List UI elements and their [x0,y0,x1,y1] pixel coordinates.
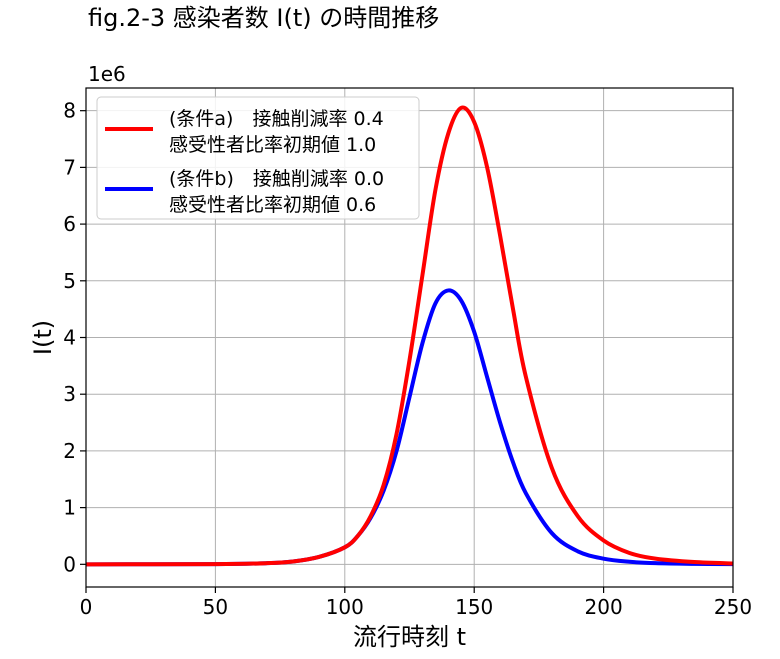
y-axis-label: I(t) [29,320,57,355]
y-tick-label: 5 [63,269,76,293]
x-tick-label: 100 [326,595,364,619]
x-tick-label: 50 [203,595,228,619]
y-tick-label: 4 [63,326,76,350]
x-tick-label: 250 [714,595,752,619]
x-tick-label: 0 [80,595,93,619]
x-tick-label: 200 [585,595,623,619]
y-tick-label: 8 [63,99,76,123]
legend-label-b: 感受性者比率初期値 0.6 [169,194,376,216]
series-line-a [85,105,734,567]
y-tick-label: 7 [63,155,76,179]
y-tick-label: 6 [63,212,76,236]
y-tick-label: 2 [63,439,76,463]
legend-box [96,96,420,220]
x-tick-label: 150 [455,595,493,619]
y-tick-label: 0 [63,552,76,576]
plot-area: 0 50 100 150 200 250 0 1 2 3 4 5 6 7 8 (条件a) 接触削減率 0.4 感… [63,87,752,619]
chart-title: fig.2-3 感染者数 I(t) の時間推移 [88,4,439,32]
legend-label-a: 感受性者比率初期値 1.0 [169,134,376,156]
y-tick-label: 3 [63,382,76,406]
y-tick-label: 1 [63,496,76,520]
legend-label-a: (条件a) 接触削減率 0.4 [169,108,384,130]
x-axis-label: 流行時刻 t [353,623,466,651]
legend-label-b: (条件b) 接触削減率 0.0 [169,168,384,190]
y-offset-label: 1e6 [88,62,126,86]
